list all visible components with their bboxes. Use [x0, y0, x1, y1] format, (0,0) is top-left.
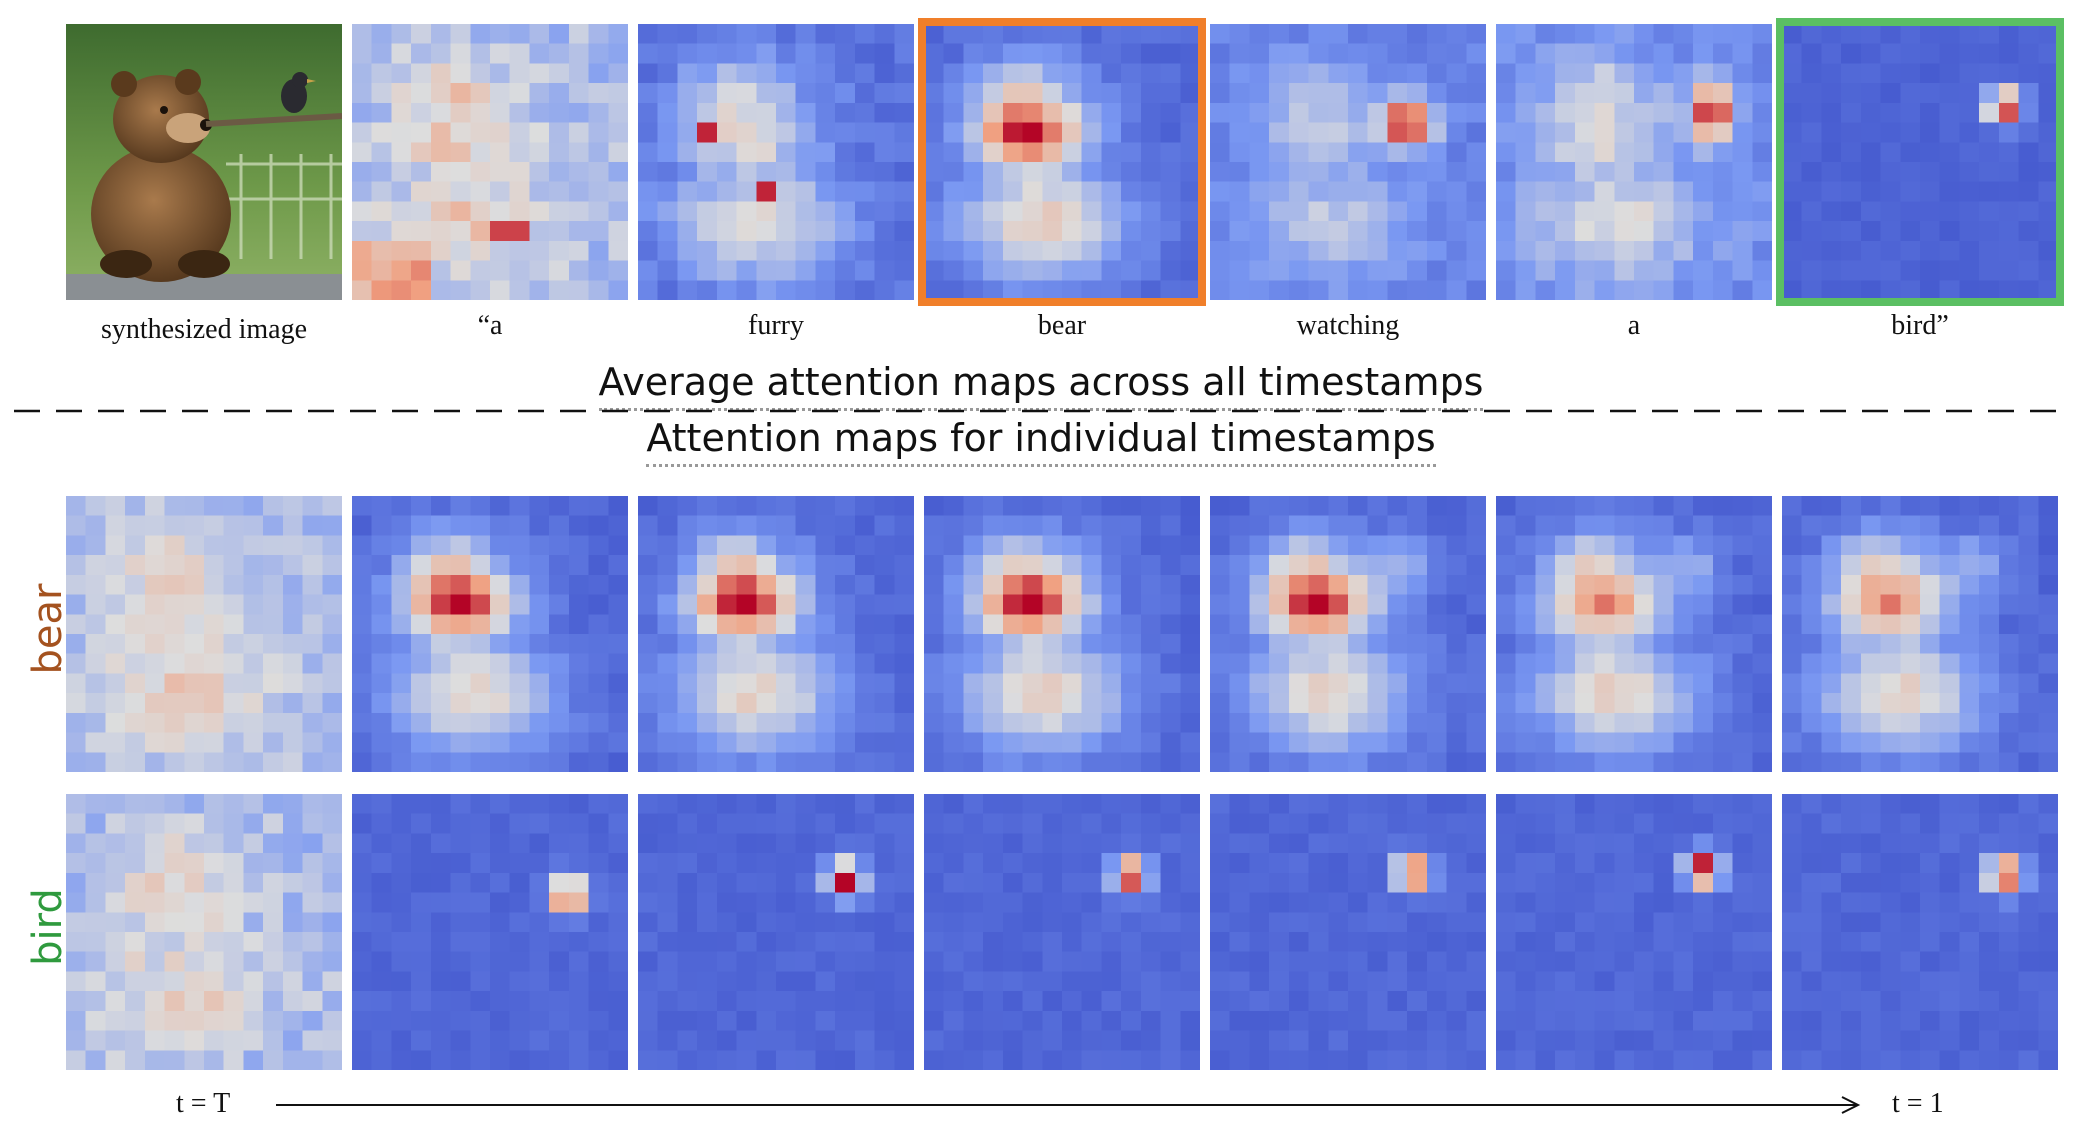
bird-map-timestep-7: [1782, 794, 2058, 1070]
attention-map-bird: [1782, 24, 2058, 300]
row-label-bird: bird: [25, 888, 71, 966]
caption-token-6: bird”: [1891, 310, 1949, 341]
synthesized-image: [66, 24, 342, 300]
bear-map-timestep-4: [924, 496, 1200, 772]
caption-token-3: bear: [1037, 310, 1087, 341]
bear-map-timestep-2: [352, 496, 628, 772]
caption-synthesized-image: synthesized image: [100, 314, 308, 345]
time-arrow-icon: [276, 1096, 1861, 1114]
attention-map-furry: [638, 24, 914, 300]
bird-map-timestep-6: [1496, 794, 1772, 1070]
individual-maps-title: Attention maps for individual timestamps: [0, 416, 2082, 467]
bear-map-timestep-7: [1782, 496, 2058, 772]
attention-map-bear: [924, 24, 1200, 300]
caption-token-5: a: [1627, 310, 1641, 341]
caption-token-2: furry: [748, 310, 804, 341]
bear-map-timestep-6: [1496, 496, 1772, 772]
attention-map-a: [1496, 24, 1772, 300]
caption-token-1: “a: [477, 310, 503, 341]
time-end-label: t = 1: [1892, 1088, 1944, 1119]
caption-token-4: watching: [1296, 310, 1400, 341]
bird-map-timestep-4: [924, 794, 1200, 1070]
section-divider: [14, 409, 2068, 413]
time-start-label: t = T: [176, 1088, 231, 1119]
attention-map-a-open: [352, 24, 628, 300]
bird-map-timestep-5: [1210, 794, 1486, 1070]
bear-and-bird-photo: [66, 24, 342, 300]
row-label-bear: bear: [25, 583, 71, 675]
bird-map-timestep-1: [66, 794, 342, 1070]
bear-map-timestep-1: [66, 496, 342, 772]
average-maps-title: Average attention maps across all timest…: [0, 360, 2082, 411]
bear-map-timestep-3: [638, 496, 914, 772]
bear-map-timestep-5: [1210, 496, 1486, 772]
bird-map-timestep-2: [352, 794, 628, 1070]
bird-map-timestep-3: [638, 794, 914, 1070]
attention-map-watching: [1210, 24, 1486, 300]
